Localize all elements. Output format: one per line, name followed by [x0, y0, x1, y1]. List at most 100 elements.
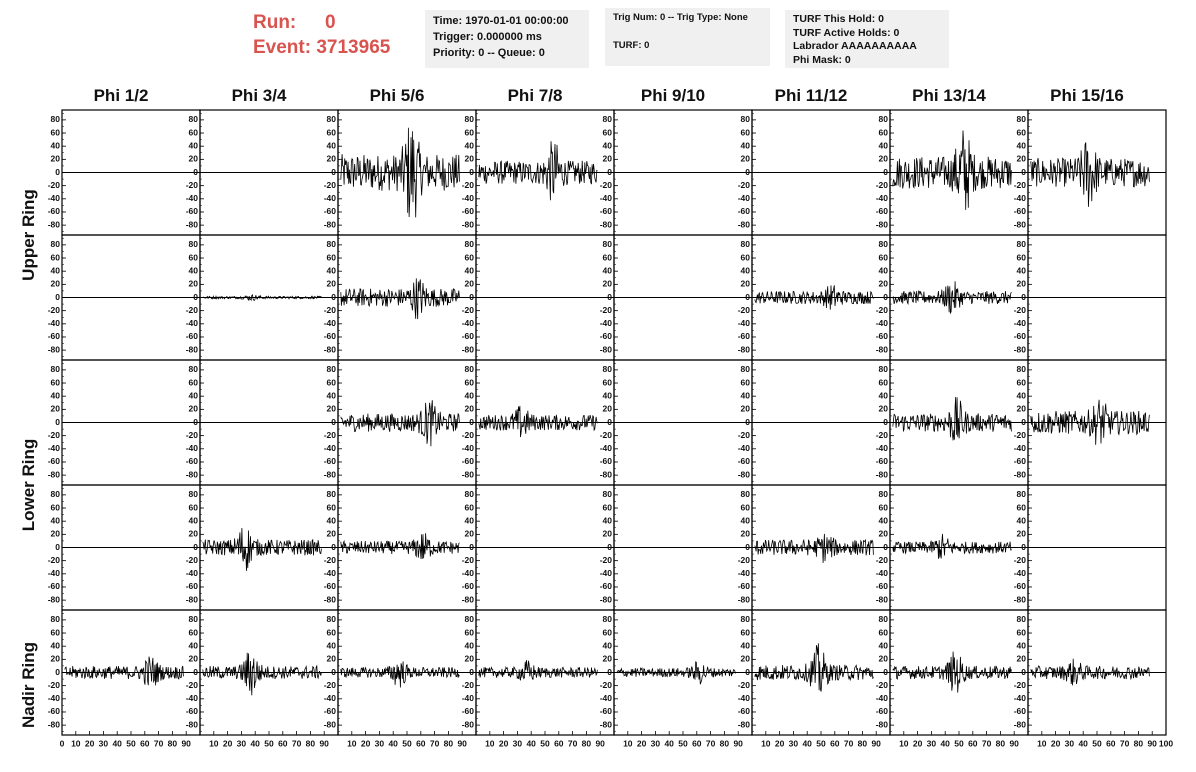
y-tick-label: -20: [48, 680, 61, 690]
y-tick-label: 40: [51, 515, 61, 525]
y-tick-label: 80: [51, 239, 61, 249]
y-tick-label: 80: [879, 364, 889, 374]
y-tick-label: 40: [603, 140, 613, 150]
y-tick-label: -40: [1014, 443, 1027, 453]
x-tick-label: 10: [1037, 738, 1047, 748]
y-tick-label: 60: [879, 627, 889, 637]
y-tick-label: 80: [465, 364, 475, 374]
y-tick-label: 80: [1017, 114, 1027, 124]
y-tick-label: -20: [738, 680, 751, 690]
y-tick-label: 60: [1017, 377, 1027, 387]
y-tick-label: 80: [603, 239, 613, 249]
x-tick-label: 70: [154, 738, 164, 748]
y-tick-label: -80: [600, 719, 613, 729]
y-tick-label: -20: [324, 430, 337, 440]
y-tick-label: 0: [1021, 292, 1026, 302]
x-end-label: 100: [1159, 738, 1173, 748]
y-tick-label: 20: [1017, 529, 1027, 539]
y-tick-label: 0: [883, 542, 888, 552]
y-tick-label: -40: [324, 318, 337, 328]
y-tick-label: 60: [741, 627, 751, 637]
y-tick-label: 60: [879, 127, 889, 137]
y-tick-label: -80: [738, 719, 751, 729]
y-tick-label: -40: [600, 693, 613, 703]
y-tick-label: 40: [1017, 390, 1027, 400]
y-tick-label: 60: [879, 502, 889, 512]
y-tick-label: -40: [324, 568, 337, 578]
y-tick-label: 0: [745, 667, 750, 677]
y-tick-label: 0: [55, 417, 60, 427]
y-tick-label: 60: [465, 627, 475, 637]
waveform-trace: [340, 278, 460, 320]
y-tick-label: 0: [55, 292, 60, 302]
y-tick-label: 20: [741, 529, 751, 539]
y-tick-label: -40: [876, 193, 889, 203]
turf-info-panel: TURF This Hold: 0 TURF Active Holds: 0 L…: [785, 10, 949, 68]
y-tick-label: -60: [324, 206, 337, 216]
y-tick-label: -80: [876, 344, 889, 354]
x-tick-label: 30: [237, 738, 247, 748]
y-tick-label: 80: [189, 114, 199, 124]
y-tick-label: -40: [1014, 318, 1027, 328]
x-tick-label: 30: [927, 738, 937, 748]
y-tick-label: 0: [55, 167, 60, 177]
y-tick-label: 80: [741, 364, 751, 374]
y-tick-label: -80: [876, 719, 889, 729]
event-value: 3713965: [316, 37, 391, 58]
y-tick-label: 80: [879, 114, 889, 124]
y-tick-label: -80: [738, 594, 751, 604]
y-tick-label: 40: [327, 515, 337, 525]
x-tick-label: 40: [1078, 738, 1088, 748]
y-tick-label: 0: [193, 167, 198, 177]
y-tick-label: -80: [186, 719, 199, 729]
y-tick-label: -60: [600, 206, 613, 216]
priority-text: Priority: 0 -- Queue: 0: [433, 47, 545, 59]
y-tick-label: -60: [876, 706, 889, 716]
y-tick-label: 60: [189, 377, 199, 387]
y-tick-label: 40: [189, 640, 199, 650]
y-tick-label: 80: [741, 114, 751, 124]
x-tick-label: 40: [112, 738, 122, 748]
y-tick-label: 20: [465, 404, 475, 414]
y-tick-label: -20: [186, 555, 199, 565]
y-tick-label: 20: [51, 279, 61, 289]
waveform-trace: [754, 533, 874, 563]
y-tick-label: -60: [738, 581, 751, 591]
y-tick-label: 20: [465, 154, 475, 164]
x-tick-label: 90: [319, 738, 329, 748]
trig-num-text: Trig Num: 0 -- Trig Type: None: [613, 12, 748, 23]
y-tick-label: -20: [600, 430, 613, 440]
y-tick-label: 20: [741, 279, 751, 289]
y-tick-label: -20: [876, 555, 889, 565]
y-tick-label: -60: [1014, 581, 1027, 591]
x-tick-label: 40: [526, 738, 536, 748]
y-tick-label: -60: [1014, 706, 1027, 716]
y-tick-label: 80: [465, 489, 475, 499]
y-tick-label: 40: [879, 140, 889, 150]
y-tick-label: -60: [324, 581, 337, 591]
y-tick-label: 0: [55, 542, 60, 552]
y-tick-label: 80: [1017, 614, 1027, 624]
y-tick-label: 40: [1017, 140, 1027, 150]
x-tick-label: 20: [85, 738, 95, 748]
y-tick-label: -20: [462, 305, 475, 315]
y-tick-label: -60: [1014, 206, 1027, 216]
y-tick-label: -20: [876, 430, 889, 440]
y-tick-label: -20: [600, 305, 613, 315]
x-tick-label: 90: [871, 738, 881, 748]
y-tick-label: -20: [876, 180, 889, 190]
y-tick-label: -20: [462, 430, 475, 440]
y-tick-label: -40: [600, 318, 613, 328]
y-tick-label: 40: [603, 515, 613, 525]
y-tick-label: 80: [879, 614, 889, 624]
y-tick-label: 80: [1017, 489, 1027, 499]
column-header-phi-1-2: Phi 1/2: [93, 86, 149, 105]
y-tick-label: -20: [48, 180, 61, 190]
x-tick-label: 10: [209, 738, 219, 748]
event-label: Event:: [253, 37, 312, 58]
y-tick-label: 20: [879, 404, 889, 414]
y-tick-label: -80: [1014, 594, 1027, 604]
y-tick-label: -80: [324, 219, 337, 229]
y-tick-label: 20: [465, 529, 475, 539]
y-tick-label: 20: [465, 279, 475, 289]
